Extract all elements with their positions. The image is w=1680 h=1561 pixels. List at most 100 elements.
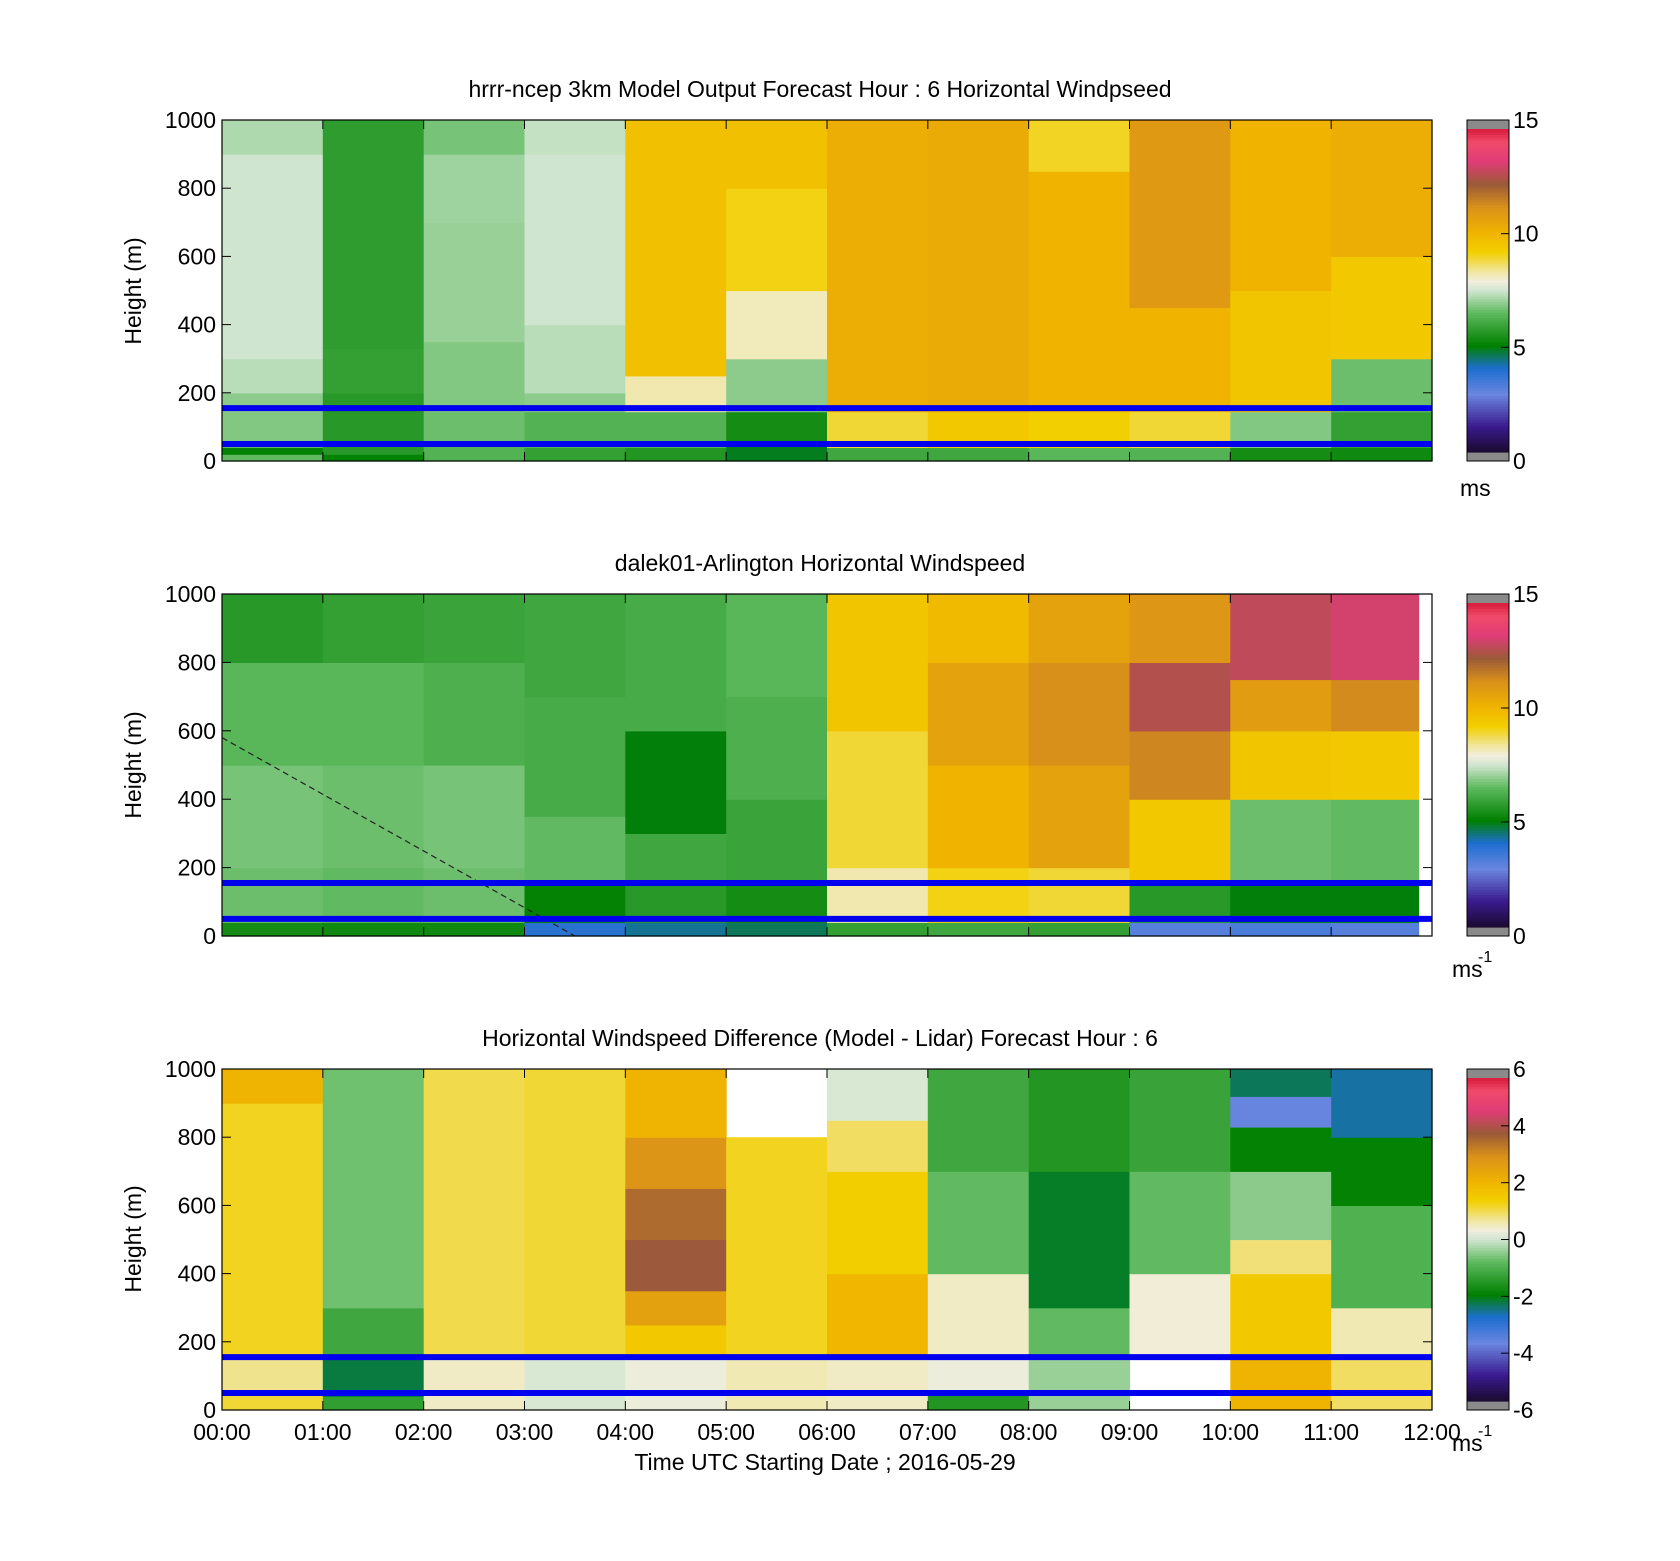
heatmap-cell xyxy=(423,662,526,766)
colorbar-segment xyxy=(1467,1239,1509,1243)
colorbar-segment xyxy=(1467,1390,1509,1394)
y-tick-label: 0 xyxy=(203,1397,216,1423)
y-tick-label: 0 xyxy=(203,923,216,949)
colorbar-segment xyxy=(1467,1126,1509,1130)
heatmap-cell xyxy=(625,922,727,937)
x-tick-label: 10:00 xyxy=(1202,1419,1260,1445)
colorbar-segment xyxy=(1467,624,1509,628)
colorbar-segment xyxy=(1467,789,1509,793)
colorbar-segment xyxy=(1467,692,1509,696)
heatmap-cell xyxy=(1230,1358,1332,1411)
colorbar-segment xyxy=(1467,215,1509,219)
colorbar-segment xyxy=(1467,1228,1509,1233)
heatmap-cell xyxy=(1129,922,1231,937)
colorbar-segment xyxy=(1467,1137,1509,1141)
colorbar-segment xyxy=(1467,1336,1509,1340)
colorbar-segment xyxy=(1467,258,1509,262)
colorbar-segment xyxy=(1467,1161,1509,1165)
y-tick-label: 400 xyxy=(178,786,216,812)
heatmap-cell xyxy=(1331,679,1420,732)
colorbar-segment xyxy=(1467,873,1509,877)
colorbar-segment xyxy=(1467,921,1509,925)
colorbar-segment xyxy=(1467,705,1509,709)
heatmap-cell xyxy=(524,1358,626,1411)
colorbar-segment xyxy=(1467,1231,1509,1235)
colorbar-segment xyxy=(1467,743,1509,747)
colorbar-segment xyxy=(1467,1368,1509,1372)
colorbar-segment xyxy=(1467,659,1509,663)
colorbar-segment xyxy=(1467,824,1509,828)
x-tick-label: 07:00 xyxy=(899,1419,957,1445)
colorbar-segment xyxy=(1467,794,1509,798)
heatmap-cell xyxy=(1230,1171,1332,1241)
colorbar-segment xyxy=(1467,1347,1509,1351)
colorbar-segment xyxy=(1467,1212,1509,1216)
colorbar-segment xyxy=(1467,1236,1509,1241)
colorbar-segment xyxy=(1467,751,1509,755)
colorbar-segment xyxy=(1467,1261,1509,1265)
heatmap-cell xyxy=(1331,447,1433,462)
colorbar-segment xyxy=(1467,341,1509,345)
y-tick-label: 600 xyxy=(178,718,216,744)
colorbar-segment xyxy=(1467,1177,1509,1181)
colorbar-segment xyxy=(1467,406,1509,410)
colorbar-segment xyxy=(1467,859,1509,863)
heatmap-cell xyxy=(322,922,425,937)
heatmap-cell xyxy=(726,1137,828,1360)
heatmap-cell xyxy=(927,594,1030,663)
colorbar-segment xyxy=(1467,1374,1509,1378)
colorbar-segment xyxy=(1467,1333,1509,1337)
heatmap-cell xyxy=(1230,679,1332,732)
colorbar-segment xyxy=(1467,1282,1509,1286)
colorbar-segment xyxy=(1467,193,1509,197)
heatmap-cell xyxy=(423,1069,526,1360)
colorbar-segment xyxy=(1467,1290,1509,1294)
colorbar-segment xyxy=(1467,163,1509,168)
colorbar-segment xyxy=(1467,740,1509,744)
colorbar-segment xyxy=(1467,190,1509,195)
colorbar-segment xyxy=(1467,352,1509,356)
colorbar-segment xyxy=(1467,732,1509,736)
colorbar-segment xyxy=(1467,1263,1509,1268)
colorbar-segment xyxy=(1467,883,1509,888)
colorbar-segment xyxy=(1467,239,1509,243)
heatmap-cell xyxy=(423,765,526,869)
colorbar-segment xyxy=(1467,282,1509,286)
colorbar-segment xyxy=(1467,139,1509,144)
heatmap-cell xyxy=(423,443,526,462)
colorbar-segment xyxy=(1467,355,1509,359)
colorbar-segment xyxy=(1467,1352,1509,1356)
colorbar-segment xyxy=(1467,363,1509,367)
colorbar-segment xyxy=(1467,924,1509,928)
colorbar-segment xyxy=(1467,630,1509,634)
heatmap-cell xyxy=(1331,730,1420,800)
colorbar-segment xyxy=(1467,770,1509,774)
colorbar-segment xyxy=(1467,422,1509,426)
heatmap-cell xyxy=(827,730,929,869)
colorbar-segment xyxy=(1467,870,1509,874)
colorbar-segment xyxy=(1467,268,1509,273)
colorbar-segment xyxy=(1467,891,1509,896)
heatmap-cell xyxy=(1028,594,1131,663)
colorbar-segment xyxy=(1467,654,1509,658)
heatmap-cell xyxy=(927,765,1030,869)
colorbar-segment xyxy=(1467,902,1509,906)
panel-difference: Horizontal Windspeed Difference (Model -… xyxy=(120,1025,1534,1456)
colorbar-segment xyxy=(1467,916,1509,920)
heatmap-cell xyxy=(726,188,828,292)
colorbar-segment xyxy=(1467,330,1509,335)
colorbar-segment xyxy=(1467,621,1509,626)
colorbar-segment xyxy=(1467,762,1509,766)
colorbar-segment xyxy=(1467,392,1509,397)
colorbar-segment xyxy=(1467,1201,1509,1206)
heatmap-cell xyxy=(726,696,828,800)
colorbar-segment xyxy=(1467,851,1509,855)
colorbar-segment xyxy=(1467,1341,1509,1346)
heatmap-cell xyxy=(322,454,425,462)
heatmap-cell xyxy=(927,1358,1030,1391)
overlay-lines xyxy=(222,1354,1432,1396)
colorbar-segment xyxy=(1467,616,1509,620)
colorbar-segment xyxy=(1467,843,1509,847)
panel-lidar: dalek01-Arlington Horizontal Windspeed H… xyxy=(120,550,1539,982)
colorbar-segment xyxy=(1467,233,1509,238)
